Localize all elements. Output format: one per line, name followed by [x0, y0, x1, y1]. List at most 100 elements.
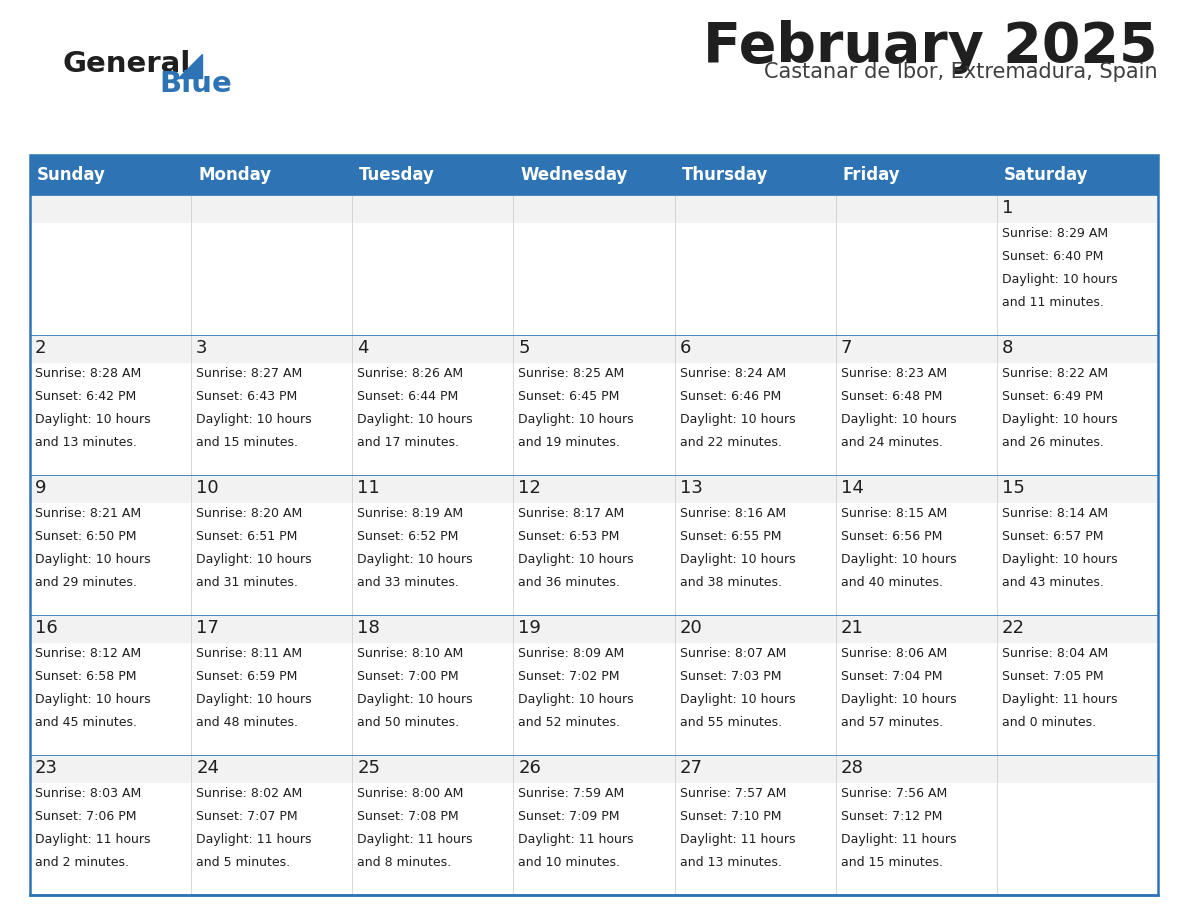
- Bar: [675, 363, 835, 475]
- Text: and 13 minutes.: and 13 minutes.: [34, 436, 137, 449]
- Text: 18: 18: [358, 619, 380, 637]
- Polygon shape: [178, 54, 202, 78]
- Bar: [513, 503, 675, 615]
- Text: Sunset: 7:07 PM: Sunset: 7:07 PM: [196, 810, 298, 823]
- Text: Sunrise: 8:19 AM: Sunrise: 8:19 AM: [358, 507, 463, 520]
- Text: Sunset: 6:56 PM: Sunset: 6:56 PM: [841, 530, 942, 543]
- Bar: [513, 783, 675, 895]
- Bar: [835, 755, 997, 895]
- Bar: [675, 475, 835, 615]
- Text: Sunrise: 8:25 AM: Sunrise: 8:25 AM: [518, 367, 625, 380]
- Text: and 33 minutes.: and 33 minutes.: [358, 577, 459, 589]
- Text: 17: 17: [196, 619, 219, 637]
- Text: Daylight: 10 hours: Daylight: 10 hours: [196, 413, 311, 426]
- Text: Daylight: 11 hours: Daylight: 11 hours: [841, 834, 956, 846]
- Text: Sunrise: 8:27 AM: Sunrise: 8:27 AM: [196, 367, 303, 380]
- Bar: [675, 615, 835, 755]
- Text: 20: 20: [680, 619, 702, 637]
- Text: Sunrise: 8:17 AM: Sunrise: 8:17 AM: [518, 507, 625, 520]
- Text: and 22 minutes.: and 22 minutes.: [680, 436, 782, 449]
- Text: Sunset: 6:40 PM: Sunset: 6:40 PM: [1001, 250, 1104, 263]
- Text: Sunset: 6:43 PM: Sunset: 6:43 PM: [196, 390, 297, 403]
- Text: Daylight: 11 hours: Daylight: 11 hours: [34, 834, 151, 846]
- Text: and 2 minutes.: and 2 minutes.: [34, 856, 129, 869]
- Text: Sunset: 7:02 PM: Sunset: 7:02 PM: [518, 670, 620, 683]
- Bar: [997, 363, 1158, 475]
- Text: Tuesday: Tuesday: [359, 166, 435, 184]
- Text: 27: 27: [680, 759, 702, 777]
- Text: 6: 6: [680, 339, 691, 357]
- Text: 12: 12: [518, 479, 542, 497]
- Text: Sunrise: 8:20 AM: Sunrise: 8:20 AM: [196, 507, 303, 520]
- Text: Friday: Friday: [842, 166, 901, 184]
- Text: Daylight: 10 hours: Daylight: 10 hours: [680, 693, 795, 706]
- Text: Sunset: 6:46 PM: Sunset: 6:46 PM: [680, 390, 781, 403]
- Bar: [835, 335, 997, 475]
- Text: Sunrise: 8:11 AM: Sunrise: 8:11 AM: [196, 647, 302, 660]
- Bar: [513, 615, 675, 755]
- Text: Sunrise: 8:24 AM: Sunrise: 8:24 AM: [680, 367, 785, 380]
- Bar: [675, 335, 835, 475]
- Text: and 10 minutes.: and 10 minutes.: [518, 856, 620, 869]
- Text: Saturday: Saturday: [1004, 166, 1088, 184]
- Bar: [191, 335, 353, 475]
- Bar: [353, 475, 513, 615]
- Text: Sunrise: 8:23 AM: Sunrise: 8:23 AM: [841, 367, 947, 380]
- Bar: [997, 615, 1158, 755]
- Text: Sunset: 6:49 PM: Sunset: 6:49 PM: [1001, 390, 1104, 403]
- Text: Sunset: 6:48 PM: Sunset: 6:48 PM: [841, 390, 942, 403]
- Text: Sunset: 6:57 PM: Sunset: 6:57 PM: [1001, 530, 1104, 543]
- Bar: [675, 643, 835, 755]
- Text: Daylight: 10 hours: Daylight: 10 hours: [518, 554, 634, 566]
- Text: and 38 minutes.: and 38 minutes.: [680, 577, 782, 589]
- Text: 1: 1: [1001, 199, 1013, 217]
- Text: Daylight: 10 hours: Daylight: 10 hours: [841, 554, 956, 566]
- Text: Sunrise: 8:03 AM: Sunrise: 8:03 AM: [34, 787, 141, 800]
- Text: Sunset: 7:03 PM: Sunset: 7:03 PM: [680, 670, 781, 683]
- Text: Daylight: 11 hours: Daylight: 11 hours: [358, 834, 473, 846]
- Text: and 29 minutes.: and 29 minutes.: [34, 577, 137, 589]
- Text: and 57 minutes.: and 57 minutes.: [841, 716, 943, 729]
- Bar: [675, 195, 835, 335]
- Text: Sunrise: 8:10 AM: Sunrise: 8:10 AM: [358, 647, 463, 660]
- Text: 11: 11: [358, 479, 380, 497]
- Text: Daylight: 10 hours: Daylight: 10 hours: [34, 413, 151, 426]
- Text: Sunrise: 8:00 AM: Sunrise: 8:00 AM: [358, 787, 463, 800]
- Bar: [997, 475, 1158, 615]
- Bar: [30, 335, 191, 475]
- Bar: [191, 475, 353, 615]
- Bar: [191, 643, 353, 755]
- Text: Sunset: 7:09 PM: Sunset: 7:09 PM: [518, 810, 620, 823]
- Text: Thursday: Thursday: [682, 166, 767, 184]
- Bar: [835, 643, 997, 755]
- Bar: [675, 503, 835, 615]
- Text: and 15 minutes.: and 15 minutes.: [841, 856, 943, 869]
- Text: 22: 22: [1001, 619, 1025, 637]
- Bar: [353, 755, 513, 895]
- Text: Sunrise: 8:22 AM: Sunrise: 8:22 AM: [1001, 367, 1108, 380]
- Text: Sunset: 7:10 PM: Sunset: 7:10 PM: [680, 810, 781, 823]
- Text: Sunrise: 8:12 AM: Sunrise: 8:12 AM: [34, 647, 141, 660]
- Bar: [30, 155, 1158, 895]
- Text: and 24 minutes.: and 24 minutes.: [841, 436, 942, 449]
- Text: Sunset: 7:06 PM: Sunset: 7:06 PM: [34, 810, 137, 823]
- Text: Daylight: 10 hours: Daylight: 10 hours: [680, 413, 795, 426]
- Bar: [191, 503, 353, 615]
- Text: Sunrise: 7:57 AM: Sunrise: 7:57 AM: [680, 787, 786, 800]
- Bar: [30, 195, 191, 335]
- Bar: [513, 223, 675, 335]
- Bar: [353, 195, 513, 335]
- Text: and 8 minutes.: and 8 minutes.: [358, 856, 451, 869]
- Text: and 11 minutes.: and 11 minutes.: [1001, 297, 1104, 309]
- Text: and 52 minutes.: and 52 minutes.: [518, 716, 620, 729]
- Text: 25: 25: [358, 759, 380, 777]
- Bar: [675, 783, 835, 895]
- Text: Sunrise: 8:29 AM: Sunrise: 8:29 AM: [1001, 227, 1108, 240]
- Text: 21: 21: [841, 619, 864, 637]
- Text: Sunset: 7:12 PM: Sunset: 7:12 PM: [841, 810, 942, 823]
- Text: 14: 14: [841, 479, 864, 497]
- Bar: [997, 643, 1158, 755]
- Bar: [997, 503, 1158, 615]
- Bar: [353, 643, 513, 755]
- Text: and 26 minutes.: and 26 minutes.: [1001, 436, 1104, 449]
